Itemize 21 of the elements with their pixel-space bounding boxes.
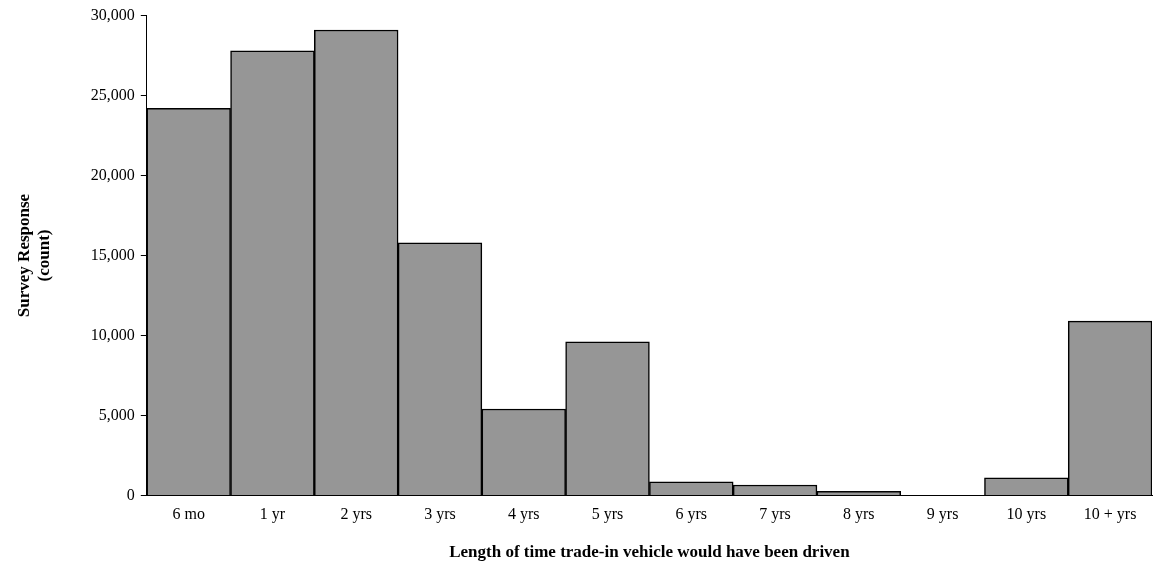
y-tick-label: 30,000 (90, 5, 135, 23)
x-tick-label: 7 yrs (759, 505, 791, 524)
x-axis-title: Length of time trade-in vehicle would have been driven (449, 542, 851, 562)
y-tick-label: 10,000 (90, 325, 135, 343)
x-tick-label: 2 yrs (340, 505, 372, 524)
x-tick-label: 10 + yrs (1083, 505, 1137, 524)
y-tick-label: 20,000 (90, 165, 135, 183)
x-tick-label: 8 yrs (843, 505, 875, 524)
y-tick-label: 15,000 (90, 245, 135, 263)
x-tick-label: 10 yrs (1006, 505, 1047, 524)
x-tick-label: 5 yrs (591, 505, 624, 524)
x-tick-label: 4 yrs (507, 505, 540, 524)
y-tick-label: 25,000 (90, 85, 135, 103)
y-tick-label: 0 (126, 485, 135, 503)
y-axis-title: Survey Response (count) (13, 193, 53, 318)
x-tick-label: 6 yrs (675, 505, 708, 524)
y-tick-label: 5,000 (98, 405, 135, 423)
x-tick-label: 9 yrs (926, 505, 959, 524)
x-tick-label: 1 yr (259, 505, 286, 524)
x-tick-label: 3 yrs (424, 505, 456, 524)
x-tick-label: 6 mo (172, 505, 205, 523)
